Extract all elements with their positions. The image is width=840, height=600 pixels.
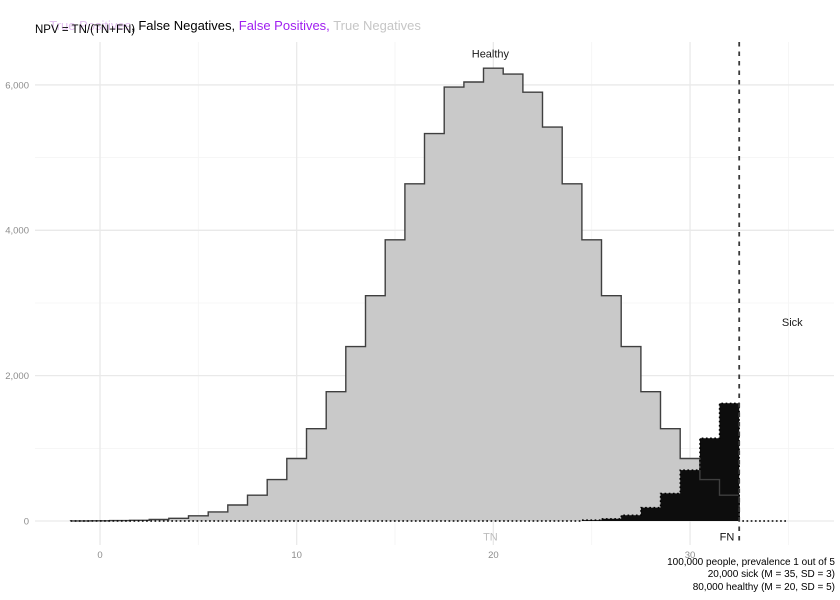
annotation-fn: FN <box>720 532 735 544</box>
healthy-histogram-fill <box>70 68 740 521</box>
caption-line-population: 100,000 people, prevalence 1 out of 5 <box>667 557 835 568</box>
healthy-histogram-outline <box>69 67 740 522</box>
legend-true-positives: True Positives <box>49 18 132 33</box>
caption-line-sick: 20,000 sick (M = 35, SD = 3) <box>707 569 835 581</box>
annotation-healthy: Healthy <box>472 49 510 61</box>
annotation-tn: TN <box>483 532 498 544</box>
legend-true-negatives: True Negatives <box>329 18 421 33</box>
caption-line-healthy: 80,000 healthy (M = 20, SD = 5) <box>692 581 835 593</box>
y-tick-label: 0 <box>24 516 29 527</box>
y-tick-label: 6,000 <box>5 80 29 91</box>
figure-title-legend: True Positives, False Negatives, False P… <box>35 3 421 48</box>
x-tick-label: 20 <box>488 550 499 561</box>
figure-caption: 100,000 people, prevalence 1 out of 5 20… <box>667 557 835 594</box>
x-tick-label: 30 <box>685 550 696 561</box>
x-tick-label: 10 <box>291 550 302 561</box>
sick-histogram-fill <box>581 403 740 521</box>
npv-formula: NPV = TN/(TN+FN) <box>35 24 136 36</box>
y-tick-label: 2,000 <box>5 371 29 382</box>
y-tick-label: 4,000 <box>5 226 29 237</box>
sick-histogram-outline <box>70 402 789 522</box>
annotation-sick: Sick <box>782 317 803 329</box>
legend-false-positives: False Positives, <box>238 18 330 33</box>
x-tick-label: 0 <box>97 550 102 561</box>
legend-false-negatives: , False Negatives, <box>131 18 239 33</box>
